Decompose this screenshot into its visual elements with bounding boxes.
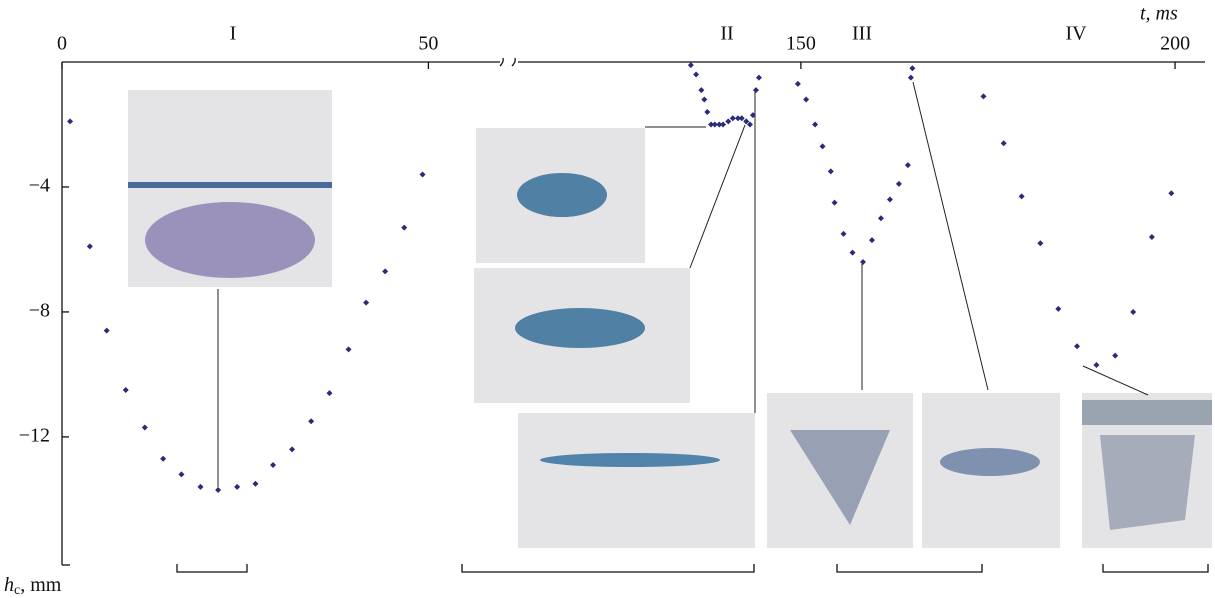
- phase-label: II: [720, 23, 733, 45]
- data-point: [252, 481, 258, 487]
- y-axis-label: hc, mm: [4, 574, 62, 598]
- photo: [518, 413, 755, 548]
- data-point: [860, 259, 866, 265]
- data-point: [308, 418, 314, 424]
- y-tick-label: −4: [29, 175, 50, 197]
- y-tick-label: −8: [29, 300, 50, 322]
- phase-bracket: [462, 564, 754, 572]
- data-point: [753, 87, 759, 93]
- data-point: [1001, 140, 1007, 146]
- data-point: [909, 65, 915, 71]
- photo-drop: [145, 202, 315, 278]
- data-point: [289, 446, 295, 452]
- photo-drop: [515, 308, 645, 348]
- data-point: [1168, 190, 1174, 196]
- data-point: [363, 300, 369, 306]
- data-point: [1093, 362, 1099, 368]
- data-point: [908, 75, 914, 81]
- data-point: [215, 487, 221, 493]
- phase-label: IV: [1065, 23, 1087, 45]
- data-point: [730, 115, 736, 121]
- data-point: [832, 200, 838, 206]
- data-point: [896, 181, 902, 187]
- data-point: [905, 162, 911, 168]
- data-point: [401, 225, 407, 231]
- photo-drop: [1100, 435, 1195, 530]
- x-tick-label: 200: [1160, 33, 1190, 55]
- data-point: [123, 387, 129, 393]
- x-tick-label: 150: [786, 33, 816, 55]
- data-point: [67, 118, 73, 124]
- phase-label: III: [852, 23, 872, 45]
- phase-bracket: [1103, 564, 1208, 572]
- data-point: [795, 81, 801, 87]
- x-tick-label: 0: [57, 33, 67, 55]
- leader-line: [913, 82, 988, 390]
- data-point: [887, 196, 893, 202]
- data-point: [878, 215, 884, 221]
- data-point: [420, 171, 426, 177]
- data-point: [1149, 234, 1155, 240]
- photo-surface: [128, 182, 332, 188]
- phase-bracket: [177, 564, 247, 572]
- data-point: [688, 62, 694, 68]
- data-point: [197, 484, 203, 490]
- data-point: [1037, 240, 1043, 246]
- data-point: [382, 268, 388, 274]
- data-point: [104, 328, 110, 334]
- data-point: [87, 243, 93, 249]
- data-point: [160, 456, 166, 462]
- data-point: [326, 390, 332, 396]
- data-point: [1074, 343, 1080, 349]
- data-point: [234, 484, 240, 490]
- y-tick-label: −12: [19, 425, 50, 447]
- data-point: [142, 425, 148, 431]
- x-axis-label: t, ms: [1140, 3, 1178, 25]
- photo-surface: [1082, 400, 1212, 425]
- data-point: [812, 121, 818, 127]
- data-point: [1130, 309, 1136, 315]
- data-point: [698, 87, 704, 93]
- chart: t, ms hc, mm 050150200−4−8−12IIIIIIIV: [0, 0, 1215, 598]
- data-point: [720, 121, 726, 127]
- data-point: [869, 237, 875, 243]
- leader-line: [1083, 366, 1148, 395]
- photo-drop: [517, 173, 607, 217]
- phase-bracket: [837, 564, 982, 572]
- data-point: [820, 143, 826, 149]
- leader-line: [690, 125, 745, 268]
- data-point: [1019, 193, 1025, 199]
- photo-drop: [540, 453, 720, 467]
- photo-drop: [940, 448, 1040, 476]
- y-label-unit: , mm: [20, 574, 62, 596]
- data-point: [980, 93, 986, 99]
- data-point: [739, 115, 745, 121]
- data-point: [270, 462, 276, 468]
- data-point: [850, 250, 856, 256]
- phase-brackets: [177, 564, 1208, 572]
- phase-label: I: [230, 23, 237, 45]
- data-point: [1055, 306, 1061, 312]
- data-point: [346, 346, 352, 352]
- y-label-symbol: h: [4, 574, 14, 596]
- data-point: [841, 231, 847, 237]
- x-tick-label: 50: [418, 33, 438, 55]
- data-point: [704, 109, 710, 115]
- data-point: [725, 118, 731, 124]
- data-point: [693, 71, 699, 77]
- data-point: [756, 75, 762, 81]
- data-point: [701, 96, 707, 102]
- data-point: [1112, 353, 1118, 359]
- photo-insets: [128, 90, 1212, 548]
- data-point: [803, 96, 809, 102]
- axis-break: [500, 58, 515, 66]
- data-point: [178, 471, 184, 477]
- data-point: [828, 168, 834, 174]
